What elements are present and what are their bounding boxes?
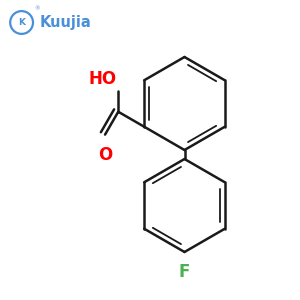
Text: ®: ®: [34, 6, 39, 11]
Text: K: K: [18, 18, 25, 27]
Text: HO: HO: [88, 70, 117, 88]
Text: O: O: [98, 146, 112, 164]
Text: Kuujia: Kuujia: [40, 15, 91, 30]
Text: F: F: [179, 263, 190, 281]
